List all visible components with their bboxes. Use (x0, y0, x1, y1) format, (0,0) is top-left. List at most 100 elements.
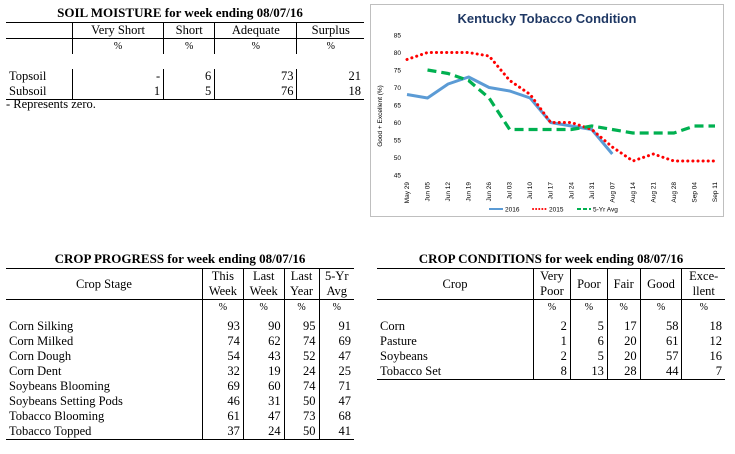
soil-cell: 18 (296, 84, 364, 100)
soil-cell: - (71, 69, 164, 84)
soil-note: - Represents zero. (6, 97, 96, 111)
conditions-pct: % (569, 299, 608, 315)
x-tick-label: Jul 10 (527, 182, 534, 200)
y-tick-label: 45 (394, 173, 402, 180)
progress-pct: % (242, 299, 285, 315)
chart-legend: 2016 2015 5-Yr Avg (489, 207, 618, 214)
table-row: Corn Silking 93 90 95 91 (6, 319, 354, 334)
x-axis: May 29 Jun 05 Jun 12 Jun 19 Jun 26 Jul 03 Jul … (404, 182, 719, 204)
conditions-cell: 6 (569, 334, 608, 349)
x-tick-label: Jul 03 (507, 182, 514, 200)
progress-header-5yr-avg: 5-Yr Avg (318, 268, 354, 300)
conditions-cell: 57 (639, 349, 682, 364)
legend-label: 2016 (505, 207, 520, 214)
progress-row-label: Corn Dough (9, 349, 72, 363)
table-row: Soybeans 2 5 20 57 16 (377, 349, 725, 364)
table-row: Corn Dent 32 19 24 25 (6, 364, 354, 379)
conditions-row-label: Soybeans (380, 349, 428, 363)
conditions-pct: % (681, 299, 725, 315)
x-tick-label: Sep 04 (691, 182, 698, 203)
progress-row-label: Soybeans Setting Pods (9, 394, 123, 408)
soil-row-label: Subsoil (6, 84, 73, 100)
soil-cell: 73 (214, 69, 297, 84)
y-tick-label: 85 (394, 33, 402, 40)
x-tick-label: Aug 28 (671, 182, 678, 203)
x-tick-label: Jul 24 (568, 182, 575, 200)
progress-cell: 52 (283, 349, 319, 364)
soil-moisture-title: SOIL MOISTURE for week ending 08/07/16 (57, 5, 303, 20)
conditions-pct: % (606, 299, 641, 315)
progress-pct: % (202, 299, 244, 315)
y-tick-label: 55 (394, 138, 402, 145)
soil-row-label: Topsoil (9, 69, 47, 83)
progress-cell: 41 (318, 424, 354, 440)
progress-pct: % (283, 299, 319, 315)
progress-row-label: Corn Silking (9, 319, 74, 333)
progress-header-last-week: Last Week (242, 268, 285, 300)
conditions-cell: 2 (533, 349, 571, 364)
progress-header-this-week: This Week (202, 268, 244, 300)
crop-progress-table: Crop Stage This Week Last Week Last Year 5-… (6, 268, 354, 440)
conditions-cell: 2 (533, 319, 571, 334)
conditions-cell: 8 (533, 364, 571, 380)
conditions-cell: 20 (606, 334, 641, 349)
y-tick-label: 70 (394, 85, 402, 92)
progress-cell: 71 (318, 379, 354, 394)
conditions-cell: 5 (569, 319, 608, 334)
conditions-cell: 58 (639, 319, 682, 334)
progress-cell: 46 (202, 394, 244, 409)
progress-cell: 74 (202, 334, 244, 349)
progress-stage-header: Crop Stage (6, 268, 203, 300)
progress-cell: 24 (242, 424, 285, 440)
conditions-header-excellent: Exce-llent (681, 268, 725, 300)
progress-cell: 32 (202, 364, 244, 379)
x-tick-label: Jun 26 (486, 182, 493, 202)
conditions-header-good: Good (639, 268, 682, 300)
conditions-cell: 44 (639, 364, 682, 380)
crop-conditions-table: Crop Very Poor Poor Fair Good Exce-llent … (377, 268, 725, 380)
conditions-cell: 28 (606, 364, 641, 380)
conditions-cell: 17 (606, 319, 641, 334)
y-tick-label: 60 (394, 120, 402, 127)
conditions-header-very-poor: Very Poor (533, 268, 571, 300)
progress-cell: 69 (202, 379, 244, 394)
progress-cell: 31 (242, 394, 285, 409)
soil-header-surplus: Surplus (296, 22, 364, 39)
chart-title: Kentucky Tobacco Condition (458, 11, 637, 26)
progress-cell: 43 (242, 349, 285, 364)
progress-row-label: Tobacco Topped (9, 424, 92, 438)
progress-cell: 74 (283, 379, 319, 394)
table-row: Tobacco Blooming 61 47 73 68 (6, 409, 354, 424)
pct-row: %%%%% (377, 299, 725, 315)
soil-pct: % (296, 38, 364, 54)
legend-label: 2015 (549, 207, 564, 214)
soil-moisture-table: Very Short Short Adequate Surplus % % % … (6, 22, 364, 100)
table-row: Corn Dough 54 43 52 47 (6, 349, 354, 364)
conditions-cell: 12 (681, 334, 725, 349)
series-line-2016 (406, 75, 614, 155)
conditions-cell: 16 (681, 349, 725, 364)
soil-cell: 1 (71, 84, 164, 100)
conditions-cell: 7 (681, 364, 725, 380)
conditions-cell: 18 (681, 319, 725, 334)
progress-cell: 61 (202, 409, 244, 424)
conditions-row-label: Tobacco Set (380, 364, 442, 378)
conditions-crop-header: Crop (377, 268, 534, 300)
progress-header-last-year: Last Year (283, 268, 319, 300)
series-line-2015 (405, 51, 717, 163)
table-row: Soybeans Blooming 69 60 74 71 (6, 379, 354, 394)
tobacco-condition-chart: Kentucky Tobacco Condition Good + Excell… (370, 4, 724, 217)
progress-cell: 54 (202, 349, 244, 364)
progress-cell: 47 (242, 409, 285, 424)
conditions-pct: % (533, 299, 571, 315)
table-row: Pasture 1 6 20 61 12 (377, 334, 725, 349)
soil-pct: % (214, 38, 297, 54)
progress-cell: 25 (318, 364, 354, 379)
table-row: Tobacco Topped 37 24 50 41 (6, 424, 354, 440)
soil-cell: 5 (163, 84, 215, 100)
table-row: Corn 2 5 17 58 18 (377, 319, 725, 334)
chart-ylabel: Good + Excellent (%) (377, 85, 384, 147)
conditions-header-fair: Fair (606, 268, 641, 300)
progress-cell: 19 (242, 364, 285, 379)
chart-svg: Kentucky Tobacco Condition Good + Excell… (377, 11, 719, 214)
